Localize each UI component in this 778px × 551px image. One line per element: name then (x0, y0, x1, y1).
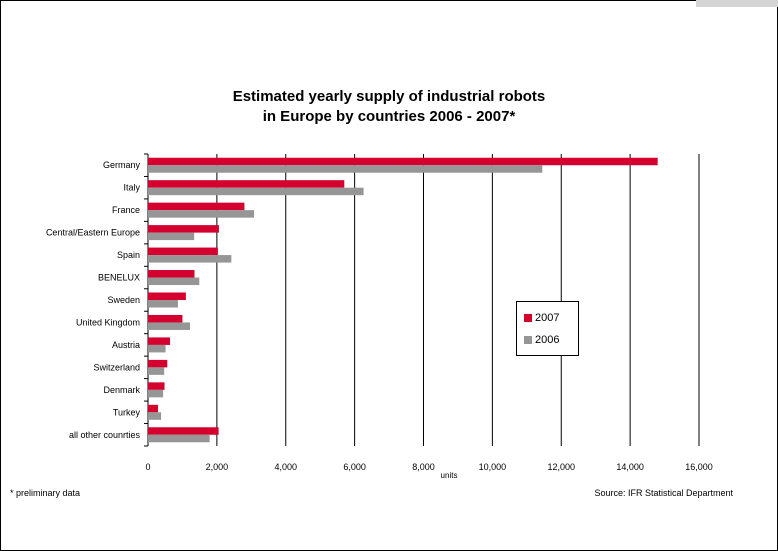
bar-2006-austria (148, 344, 166, 353)
bar-2006-turkey (148, 412, 162, 420)
bar-2007-sweden (148, 292, 186, 300)
bar-2007-central-eastern-europe (148, 225, 219, 233)
x-tick-label: 0 (145, 462, 150, 472)
bar-2007-united-kingdom (148, 314, 183, 323)
bar-2007-all-other-counrties (148, 427, 219, 435)
footnote: * preliminary data (10, 488, 81, 498)
legend-item-2006: 2006 (524, 333, 559, 347)
category-label: Central/Eastern Europe (46, 228, 140, 238)
category-label: Sweden (107, 295, 140, 305)
x-tick-label: 12,000 (547, 462, 575, 472)
chart-title-line-2: in Europe by countries 2006 - 2007* (262, 108, 516, 125)
source-note: Source: IFR Statistical Department (594, 488, 733, 498)
x-tick-label: 16,000 (685, 462, 713, 472)
bar-2006-spain (148, 255, 232, 263)
bar-2006-united-kingdom (148, 322, 191, 330)
category-label: Turkey (113, 407, 141, 417)
category-labels: Germany Italy France Central/Eastern Europe… (46, 160, 141, 440)
category-label: France (112, 205, 140, 215)
bar-2006-all-other-counrties (148, 434, 210, 443)
legend-label: 2006 (535, 334, 560, 346)
x-tick-label: 6,000 (343, 462, 366, 472)
chart-title-line-1: Estimated yearly supply of industrial ro… (232, 88, 546, 105)
category-label: Austria (112, 340, 140, 350)
bar-2006-sweden (148, 300, 178, 308)
legend-swatch (524, 314, 532, 322)
bar-2006-switzerland (148, 367, 165, 375)
x-tick-label: 14,000 (616, 462, 644, 472)
grid-lines (144, 153, 700, 447)
legend-label: 2007 (535, 312, 560, 324)
x-tick-label: 10,000 (479, 462, 507, 472)
x-tick-label: 8,000 (412, 462, 435, 472)
category-label: BENELUX (98, 273, 140, 283)
bar-2007-turkey (148, 404, 158, 413)
bar-2006-central-eastern-europe (148, 232, 195, 241)
legend-item-2007: 2007 (524, 311, 559, 325)
category-label: all other counrties (69, 430, 141, 440)
bar-2007-austria (148, 337, 171, 345)
bar-2007-benelux (148, 270, 195, 278)
category-label: Spain (117, 250, 140, 260)
legend-swatch (524, 336, 532, 344)
bar-2006-benelux (148, 277, 200, 286)
bar-2007-france (148, 202, 245, 211)
category-label: Germany (103, 160, 141, 170)
category-label: Italy (123, 183, 140, 193)
x-tick-label: 4,000 (274, 462, 297, 472)
bar-2006-germany (148, 165, 543, 173)
corner-tab (696, 0, 778, 7)
category-label: Denmark (103, 385, 140, 395)
bar-2007-italy (148, 180, 345, 188)
bar-2006-france (148, 210, 255, 218)
x-axis-label: units (441, 471, 458, 480)
category-label: United Kingdom (76, 317, 140, 327)
category-label: Switzerland (93, 362, 140, 372)
bar-2007-denmark (148, 382, 165, 390)
bar-2006-denmark (148, 389, 164, 398)
chart-title: Estimated yearly supply of industrial ro… (0, 87, 778, 127)
bar-2007-switzerland (148, 359, 168, 368)
bar-2006-italy (148, 187, 364, 196)
legend: 2007 2006 (516, 301, 579, 356)
x-tick-label: 2,000 (206, 462, 229, 472)
bar-2007-germany (148, 157, 658, 166)
bars (148, 157, 658, 443)
bar-2007-spain (148, 247, 218, 256)
x-tick-labels: 0 2,000 4,000 6,000 8,000 10,000 12,000 14,000 1… (145, 462, 712, 472)
